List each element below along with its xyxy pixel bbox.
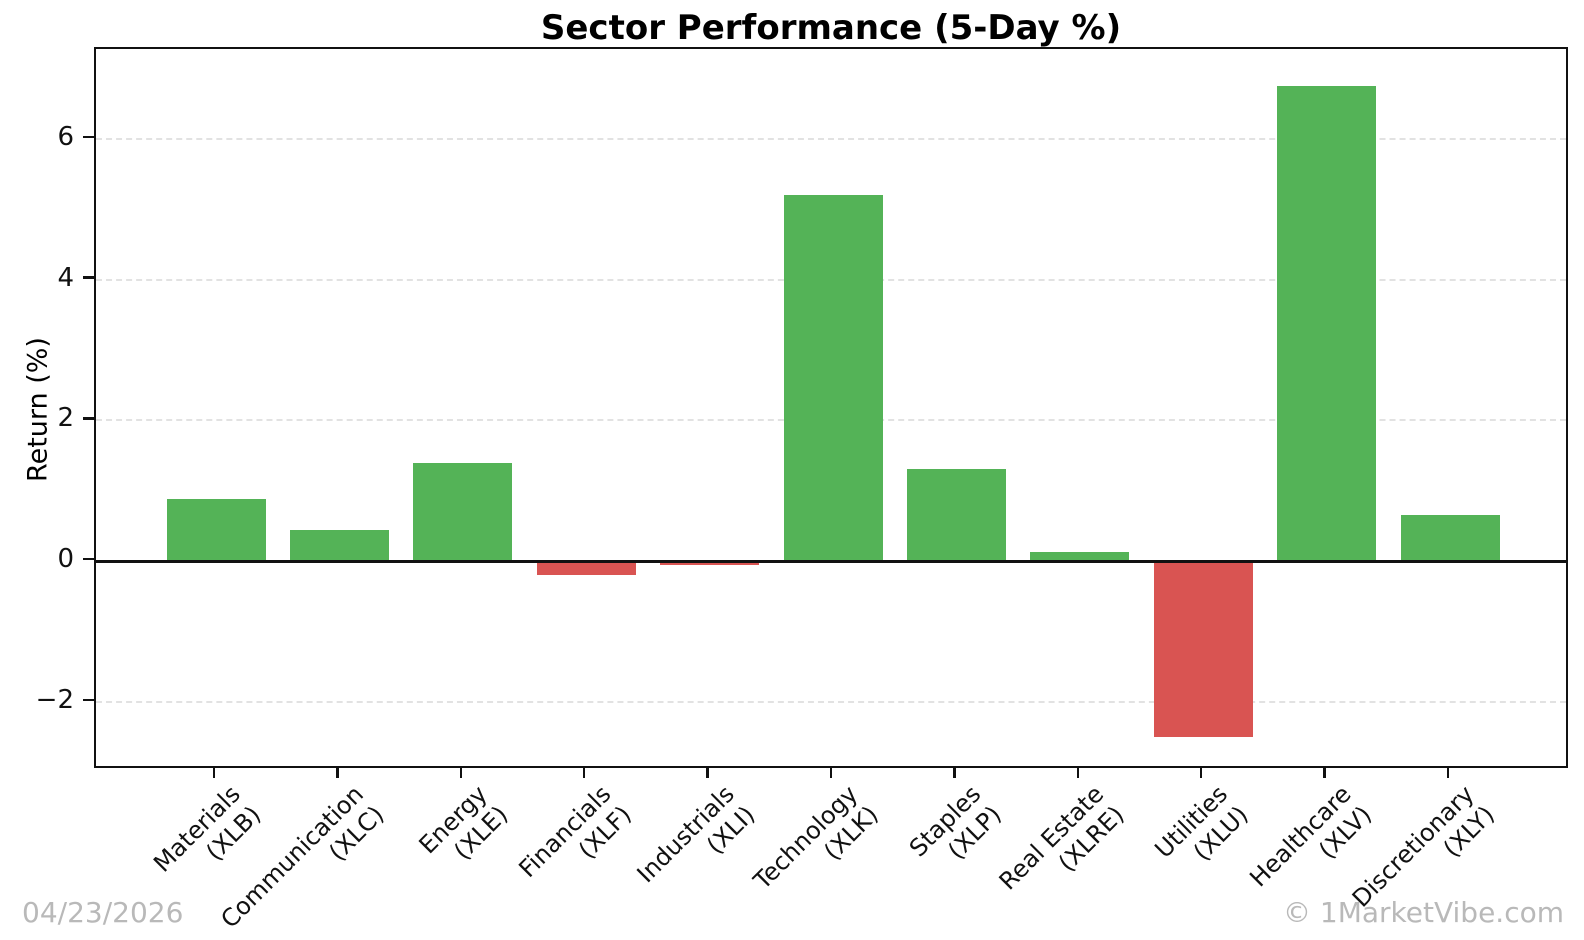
x-tick-mark <box>336 768 339 778</box>
x-tick-label-xlu: Utilities (XLU) <box>1149 780 1254 867</box>
plot-area <box>94 47 1568 768</box>
x-tick-mark <box>706 768 709 778</box>
bar-xle <box>413 462 513 562</box>
y-tick-label: 0 <box>57 544 74 575</box>
x-tick-mark <box>459 768 463 778</box>
x-tick-label-xlp: Staples (XLP) <box>903 780 1007 865</box>
y-tick-mark <box>83 557 94 561</box>
bar-xlre <box>1030 551 1130 562</box>
bar-xlk <box>783 195 883 562</box>
bar-xlb <box>166 499 266 562</box>
x-tick-mark <box>582 768 586 778</box>
y-tick-label: −2 <box>35 684 74 715</box>
y-tick-label: 2 <box>57 403 74 434</box>
bar-xlv <box>1277 86 1377 562</box>
y-tick-mark <box>83 417 94 420</box>
x-tick-mark <box>1199 768 1203 778</box>
x-tick-mark <box>1323 768 1326 778</box>
x-tick-label-xle: Energy (XLE) <box>413 780 513 866</box>
grid-line <box>96 138 1566 141</box>
y-tick-mark <box>83 276 94 279</box>
x-tick-mark <box>212 768 216 778</box>
x-tick-mark <box>829 768 833 778</box>
x-tick-mark <box>1076 768 1080 778</box>
zero-line <box>96 559 1566 563</box>
grid-line <box>96 700 1566 703</box>
y-tick-label: 4 <box>57 262 74 293</box>
x-tick-mark <box>1446 768 1450 778</box>
bar-xlu <box>1153 561 1253 737</box>
y-tick-label: 6 <box>57 122 74 153</box>
x-tick-label-xlre: Real Estate (XLRE) <box>994 780 1130 896</box>
y-tick-mark <box>83 135 94 139</box>
bar-xly <box>1400 515 1500 562</box>
date-watermark: 04/23/2026 <box>22 896 184 929</box>
x-tick-mark <box>953 768 956 778</box>
x-tick-label-xlk: Technology (XLK) <box>747 780 884 895</box>
bar-xli <box>660 561 760 565</box>
x-tick-label-xlf: Financials (XLF) <box>513 780 637 883</box>
y-tick-mark <box>83 698 94 702</box>
bar-xlp <box>906 468 1006 562</box>
chart-title: Sector Performance (5-Day %) <box>540 8 1122 48</box>
site-watermark: © 1MarketVibe.com <box>1283 896 1564 929</box>
x-tick-label-xli: Industrials (XLI) <box>631 780 760 889</box>
bar-xlf <box>536 561 636 576</box>
bar-xlc <box>289 530 389 562</box>
